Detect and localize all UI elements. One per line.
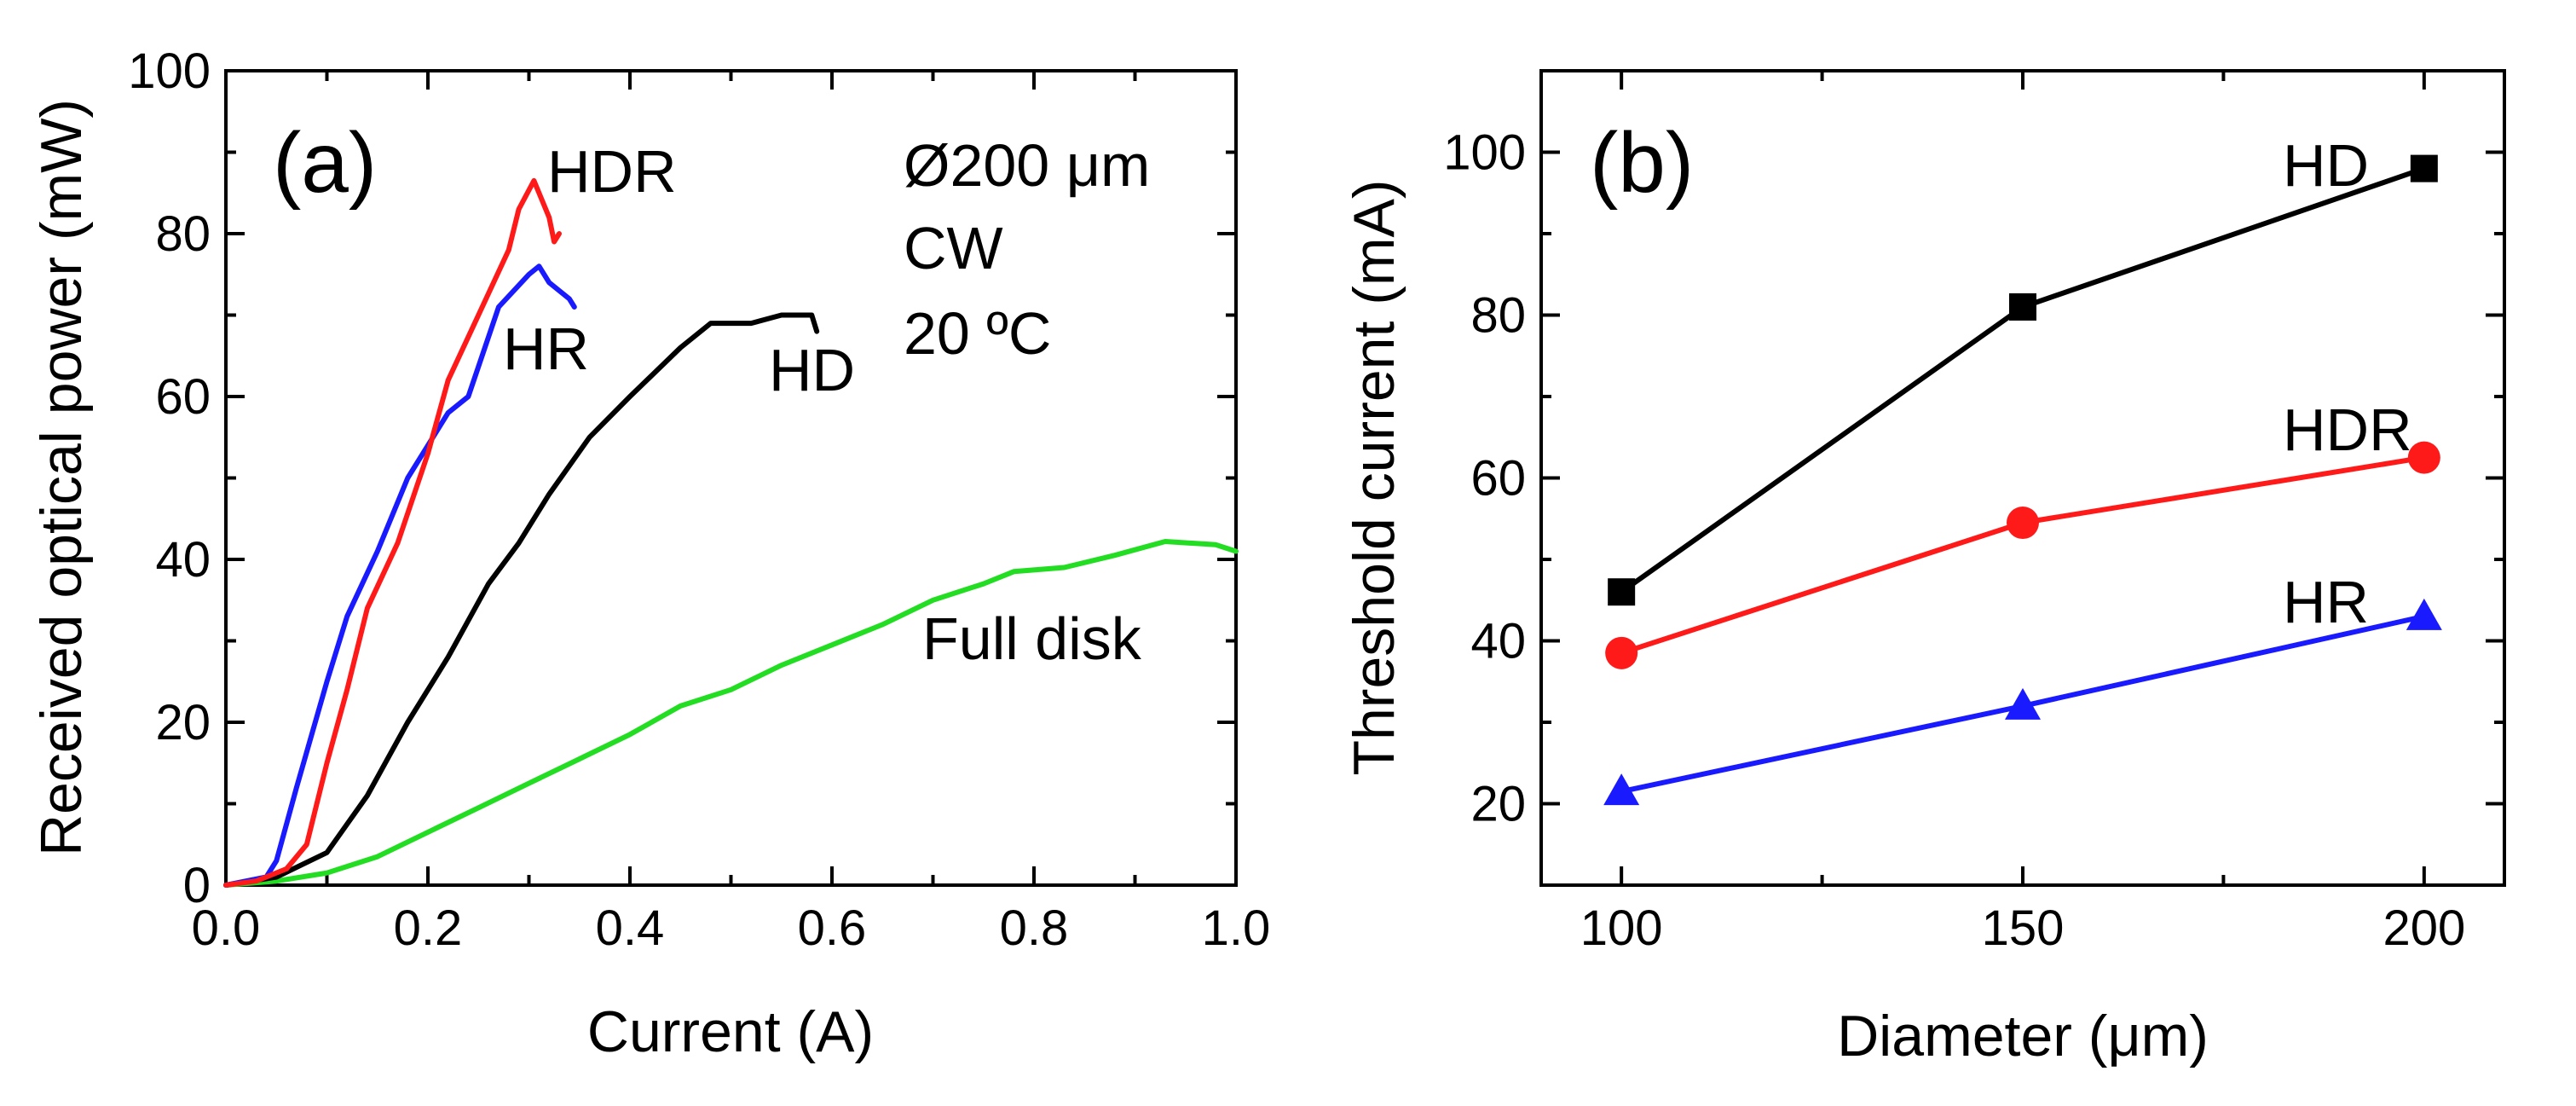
a-ytick-label: 40 bbox=[155, 532, 211, 588]
label-hd-a: HD bbox=[769, 337, 855, 403]
series-hdr-a bbox=[223, 177, 562, 888]
label-full-disk: Full disk bbox=[922, 605, 1142, 672]
b-ytick-label: 80 bbox=[1470, 288, 1526, 344]
panel-a-ticks: 0.0 0.2 0.4 0.6 0.8 1.0 0 20 40 60 80 100 bbox=[128, 43, 1270, 956]
marker-hdr bbox=[1605, 636, 1638, 669]
a-xtick-label: 0.4 bbox=[596, 900, 665, 956]
b-ytick-label: 20 bbox=[1470, 777, 1526, 832]
panel-b-ylabel: Threshold current (mA) bbox=[1342, 179, 1406, 775]
a-xtick-label: 0.8 bbox=[1000, 900, 1069, 956]
series-hd-a bbox=[223, 312, 820, 888]
marker-hd bbox=[1608, 578, 1636, 606]
b-xtick-label: 150 bbox=[1982, 900, 2065, 956]
a-ytick-label: 0 bbox=[183, 858, 211, 913]
b-ytick-label: 60 bbox=[1470, 451, 1526, 507]
annotation-cw: CW bbox=[904, 215, 1003, 281]
label-hdr-b: HDR bbox=[2283, 397, 2412, 463]
a-ytick-label: 60 bbox=[155, 369, 211, 425]
annotation-diameter: Ø200 μm bbox=[904, 132, 1150, 199]
a-ytick-label: 100 bbox=[128, 43, 211, 99]
annotation-temperature: 20 ºC bbox=[904, 300, 1051, 367]
a-xtick-label: 0.6 bbox=[798, 900, 867, 956]
label-hr-a: HR bbox=[503, 316, 589, 382]
a-xtick-label: 0.2 bbox=[394, 900, 463, 956]
label-hd-b: HD bbox=[2283, 132, 2369, 199]
panel-a-xlabel: Current (A) bbox=[587, 999, 874, 1064]
a-xtick-label: 1.0 bbox=[1202, 900, 1271, 956]
a-ytick-label: 80 bbox=[155, 206, 211, 262]
series-full-disk-a bbox=[223, 539, 1239, 888]
panel-b-series bbox=[1603, 154, 2442, 806]
marker-hr bbox=[1603, 773, 1640, 806]
panel-b-label: (b) bbox=[1590, 115, 1694, 211]
b-ytick-label: 40 bbox=[1470, 614, 1526, 669]
marker-hd bbox=[2410, 154, 2438, 182]
a-ytick-label: 20 bbox=[155, 695, 211, 750]
panel-a: 0.0 0.2 0.4 0.6 0.8 1.0 0 20 40 60 80 100 (a) Ø200 … bbox=[29, 43, 1270, 1064]
a-xtick-label: 0.0 bbox=[192, 900, 261, 956]
label-hdr-a: HDR bbox=[547, 138, 677, 205]
marker-hr bbox=[2406, 598, 2442, 630]
panel-a-series bbox=[223, 177, 1239, 888]
panel-b-ticks: 100 150 200 20 40 60 80 100 bbox=[1443, 69, 2504, 956]
marker-hd bbox=[2009, 292, 2036, 321]
panel-b-xlabel: Diameter (μm) bbox=[1837, 1004, 2209, 1068]
b-xtick-label: 200 bbox=[2383, 900, 2465, 956]
panel-a-label: (a) bbox=[273, 115, 377, 211]
marker-hdr bbox=[2407, 441, 2440, 474]
label-hr-b: HR bbox=[2283, 569, 2369, 635]
marker-hdr bbox=[2007, 507, 2039, 540]
panel-a-ylabel: Received optical power (mW) bbox=[29, 99, 94, 856]
b-ytick-label: 100 bbox=[1443, 125, 1526, 181]
marker-hr bbox=[2005, 687, 2041, 720]
b-xtick-label: 100 bbox=[1580, 900, 1663, 956]
panel-b: 100 150 200 20 40 60 80 100 (b) HD HDR HR Diame… bbox=[1342, 69, 2506, 1068]
